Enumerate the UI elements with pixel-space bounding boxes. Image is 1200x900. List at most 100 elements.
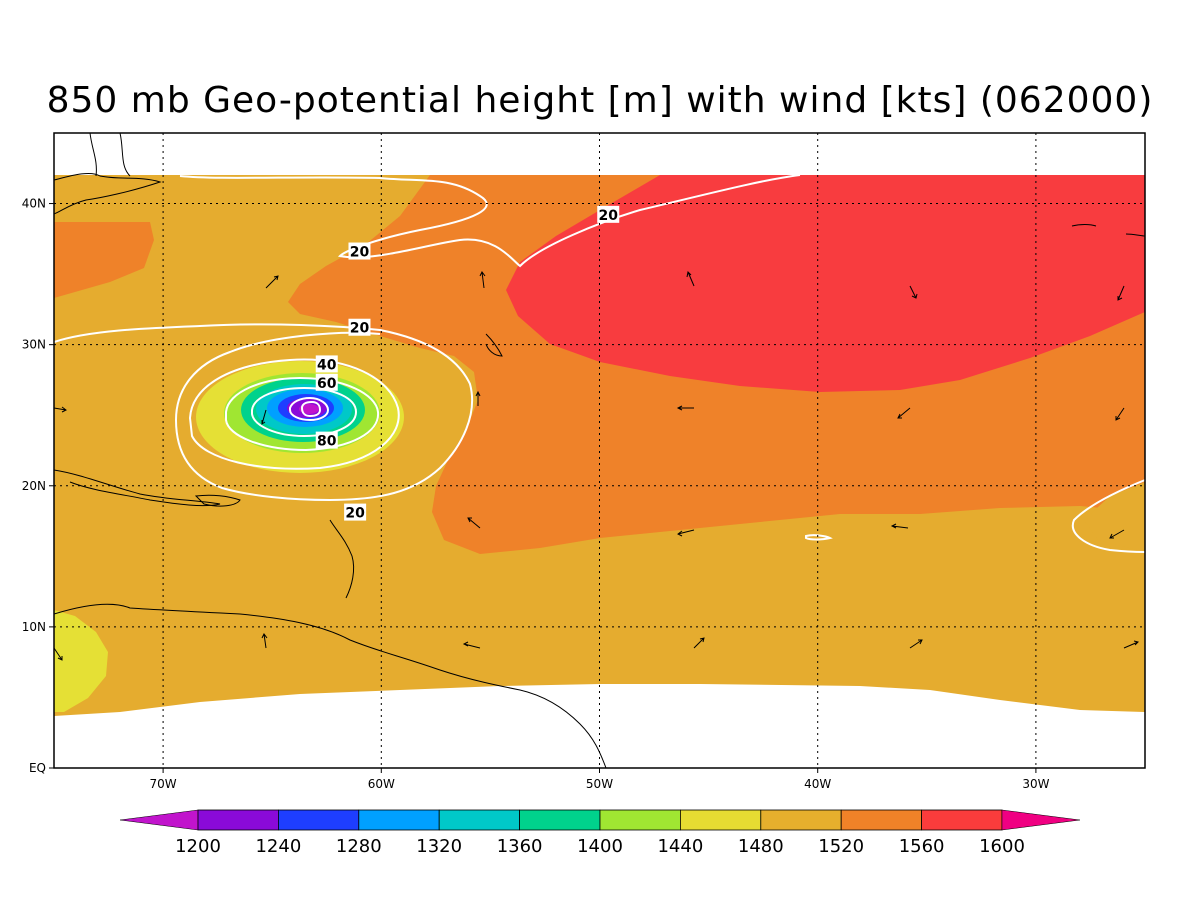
colorbar-swatch — [680, 809, 762, 831]
colorbar: 1200 1240 1280 1320 1360 1400 1440 1480 1520 1560… — [119, 809, 1081, 857]
lon-tick-label: 30W — [1022, 777, 1049, 791]
colorbar-low-arrow — [119, 809, 199, 831]
contour-label-bg — [348, 318, 371, 336]
latitude-axis: 40N 30N 20N 10N EQ — [22, 197, 54, 775]
contour-eye-inner — [300, 400, 322, 418]
colorbar-label: 1480 — [738, 836, 784, 857]
contour-label-bg — [597, 205, 620, 223]
fill-1600 — [506, 175, 1145, 392]
wind-vectors — [54, 270, 1139, 661]
wind-vector — [462, 641, 481, 649]
wind-vector — [475, 390, 481, 406]
colorbar-swatch — [840, 809, 923, 831]
colorbar-label: 1520 — [818, 836, 864, 857]
wind-vector — [261, 633, 268, 649]
contour-label: 20 — [348, 318, 371, 337]
colorbar-label: 1280 — [336, 836, 382, 857]
lat-tick-label: EQ — [29, 761, 46, 775]
colorbar-swatch — [599, 809, 681, 831]
contour-label-bg — [348, 242, 371, 260]
wind-vector — [54, 406, 67, 413]
contour-label-text: 80 — [317, 434, 337, 450]
contour-label-text: 20 — [345, 506, 365, 522]
height-field: 20 20 20 20 40 60 80 — [54, 133, 1145, 768]
contour-label: 40 — [315, 355, 338, 373]
lon-tick-label: 70W — [150, 777, 177, 791]
contour-20-island — [805, 534, 833, 541]
contour-label-bg — [315, 431, 338, 449]
contour-label-bg — [344, 503, 367, 521]
wind-vector — [261, 409, 267, 425]
colorbar-swatch — [519, 809, 601, 831]
coast-hispaniola — [194, 494, 241, 507]
colorbar-label: 1320 — [416, 836, 462, 857]
wind-vector — [676, 405, 694, 411]
fill-1480-south — [54, 610, 108, 712]
contour-label-text: 60 — [317, 376, 337, 392]
coast-bermuda — [485, 333, 503, 357]
contour-label: 20 — [344, 503, 367, 522]
contour-labels: 20 20 20 20 40 60 80 — [315, 205, 620, 522]
colorbar-label: 1440 — [657, 836, 703, 857]
contour-20-hurricane — [54, 323, 474, 502]
contour-eye — [289, 396, 330, 422]
contour-label-bg — [315, 373, 338, 391]
wind-vector — [897, 407, 911, 419]
colorbar-swatch — [921, 809, 1003, 831]
contour-label-text: 20 — [598, 208, 618, 224]
contour-label-bg — [315, 355, 338, 373]
colorbar-swatch — [358, 809, 440, 831]
colorbar-label: 1400 — [577, 836, 623, 857]
wind-vector — [54, 647, 63, 661]
colorbar-swatch — [197, 809, 279, 831]
lat-tick-label: 30N — [22, 338, 46, 352]
contour-label: 80 — [315, 431, 338, 450]
lat-tick-label: 10N — [22, 620, 46, 634]
contour-label: 20 — [597, 205, 620, 224]
coastlines — [54, 133, 1145, 768]
wind-vector — [1115, 407, 1125, 421]
coast-north-america — [54, 173, 162, 215]
colorbar-swatch — [277, 809, 360, 831]
contour-label-text: 20 — [350, 245, 370, 261]
wind-vector — [677, 529, 695, 537]
colorbar-label: 1200 — [175, 836, 221, 857]
wind-vector — [1109, 529, 1125, 539]
lon-tick-label: 60W — [368, 777, 395, 791]
grid-lines — [54, 133, 1145, 768]
contour-60 — [225, 376, 380, 452]
lon-tick-label: 40W — [804, 777, 831, 791]
contour-80 — [251, 386, 358, 438]
colorbar-swatch — [760, 809, 842, 831]
contour-label-text: 40 — [317, 357, 337, 373]
wind-vector — [686, 270, 695, 287]
longitude-axis: 70W 60W 50W 40W 30W — [150, 768, 1050, 791]
colorbar-label: 1600 — [979, 836, 1025, 857]
colorbar-label: 1240 — [255, 836, 301, 857]
wind-vector — [890, 523, 909, 529]
wind-vector — [693, 637, 705, 649]
fill-1560-nw — [54, 222, 154, 298]
lon-tick-label: 50W — [586, 777, 613, 791]
contour-label: 60 — [315, 373, 338, 392]
wind-vector — [265, 275, 279, 289]
coast-azores — [1071, 224, 1145, 237]
coast-newengland — [89, 133, 131, 177]
contour-label-text: 20 — [350, 321, 370, 337]
wind-vector — [1117, 285, 1125, 301]
colorbar-swatch — [438, 809, 521, 831]
colorbar-label: 1560 — [899, 836, 945, 857]
colorbar-high-arrow — [1001, 809, 1081, 831]
wind-vector — [467, 517, 481, 529]
coast-south-america — [54, 603, 607, 768]
contour-20-east — [1071, 479, 1145, 553]
fill-1480-east — [1084, 482, 1145, 552]
wind-vector — [1123, 640, 1139, 649]
contour-40 — [188, 358, 400, 470]
wind-vector — [479, 271, 486, 289]
wind-vector — [909, 639, 923, 649]
colorbar-label: 1360 — [497, 836, 543, 857]
chart-title: 850 mb Geo-potential height [m] with win… — [46, 80, 1154, 121]
lat-tick-label: 40N — [22, 197, 46, 211]
